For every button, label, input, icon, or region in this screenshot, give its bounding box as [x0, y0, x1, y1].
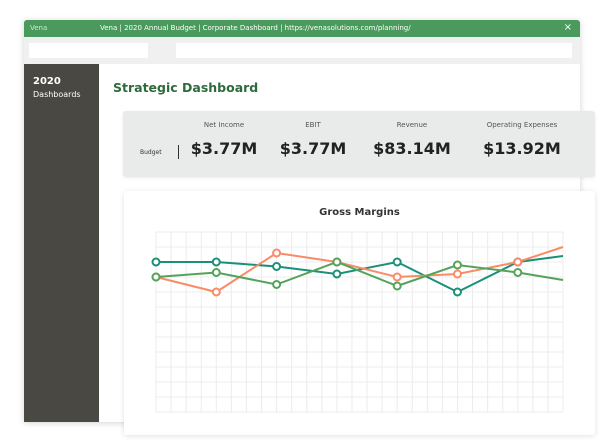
data-point[interactable] — [151, 272, 161, 282]
kpi-operating-expenses: Operating Expenses $13.92M — [462, 121, 582, 158]
close-icon[interactable]: × — [563, 22, 572, 33]
series-line-0 — [156, 255, 564, 294]
kpi-label: Net Income — [203, 121, 245, 129]
data-point[interactable] — [211, 268, 221, 277]
data-point[interactable] — [392, 257, 402, 267]
data-point[interactable] — [392, 281, 402, 291]
kpi-value: $3.77M — [190, 139, 258, 158]
data-point[interactable] — [452, 260, 462, 270]
app-name: Vena — [30, 24, 48, 32]
data-point[interactable] — [332, 269, 342, 279]
sidebar: 2020 Dashboards — [24, 64, 99, 422]
kpi-label: Operating Expenses — [486, 121, 558, 129]
gross-margins-card: Gross Margins — [124, 191, 595, 435]
title-bar: Vena Vena | 2020 Annual Budget | Corpora… — [24, 20, 580, 37]
data-point[interactable] — [272, 262, 282, 271]
data-point[interactable] — [452, 269, 462, 279]
data-point[interactable] — [392, 272, 402, 282]
sidebar-item-dashboards[interactable]: Dashboards — [33, 90, 81, 99]
kpi-row-label: Budget — [140, 149, 162, 156]
page-title: Strategic Dashboard — [113, 80, 259, 95]
series-line-1 — [155, 246, 564, 294]
kpi-panel: Budget Net Income $3.77M EBIT $3.77M Rev… — [123, 111, 595, 177]
window-title: Vena | 2020 Annual Budget | Corporate Da… — [100, 24, 411, 32]
sidebar-year[interactable]: 2020 — [33, 76, 61, 87]
toolbar-input-right[interactable] — [176, 43, 572, 58]
data-point[interactable] — [332, 257, 342, 267]
kpi-label: EBIT — [305, 121, 321, 129]
data-point[interactable] — [272, 248, 282, 258]
kpi-value: $13.92M — [483, 139, 561, 158]
data-point[interactable] — [211, 287, 221, 297]
toolbar-input-left[interactable] — [29, 43, 148, 58]
series-line-2 — [155, 260, 564, 288]
data-point[interactable] — [211, 257, 221, 267]
kpi-value: $83.14M — [373, 139, 451, 158]
data-point[interactable] — [513, 257, 523, 267]
kpi-net-income: Net Income $3.77M — [164, 121, 284, 158]
kpi-value: $3.77M — [279, 139, 347, 158]
kpi-revenue: Revenue $83.14M — [352, 121, 472, 158]
chart-title: Gross Margins — [319, 207, 400, 218]
data-point[interactable] — [151, 257, 161, 267]
data-point[interactable] — [272, 280, 282, 289]
kpi-label: Revenue — [396, 121, 428, 129]
gross-margins-chart — [151, 231, 564, 413]
data-point[interactable] — [452, 287, 462, 297]
kpi-ebit: EBIT $3.77M — [253, 121, 373, 158]
data-point[interactable] — [513, 268, 523, 277]
divider — [178, 145, 179, 159]
